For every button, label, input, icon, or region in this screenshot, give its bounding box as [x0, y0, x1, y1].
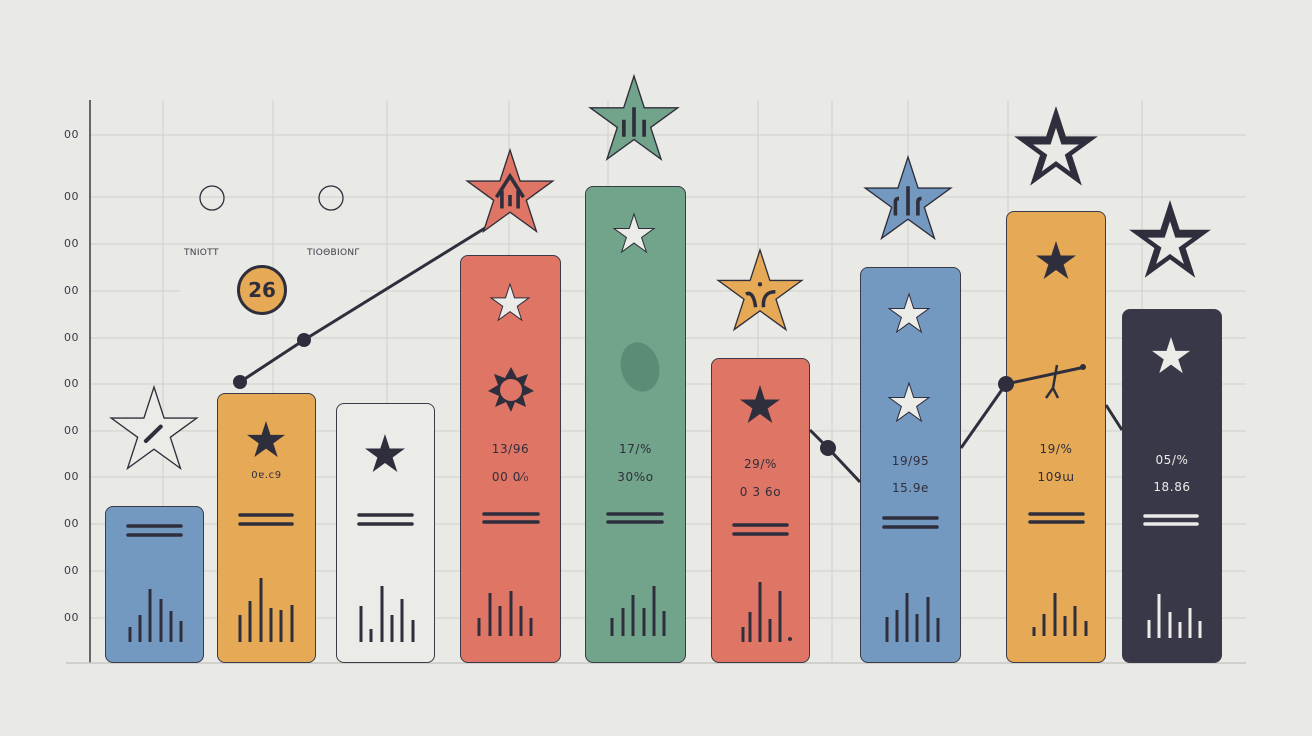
- y-tick-label: 00: [64, 128, 79, 141]
- legend-label[interactable]: ΤΙΟΘΒΙΟΝΓ: [307, 248, 360, 258]
- y-tick-label: 00: [64, 517, 79, 530]
- bar-8[interactable]: 19/% 109ɯ: [1006, 211, 1106, 663]
- bar-7[interactable]: 19/95 15.9e: [860, 267, 961, 663]
- bar-label-secondary: 0ɐ.c9: [251, 470, 282, 481]
- bar-5[interactable]: 17/% 30%o: [585, 186, 686, 663]
- bar-3[interactable]: [336, 403, 435, 663]
- y-tick-label: 00: [64, 564, 79, 577]
- bar-label-primary: 05/%: [1155, 453, 1189, 467]
- bar-label-primary: 19/%: [1039, 442, 1073, 456]
- y-tick-label: 00: [64, 190, 79, 203]
- value-badge: 26: [237, 265, 287, 315]
- bar-label-secondary: 109ɯ: [1037, 470, 1075, 484]
- bar-6[interactable]: 29/% 0 3 6o: [711, 358, 810, 663]
- bar-1[interactable]: [105, 506, 204, 663]
- bar-label-primary: 13/96: [491, 442, 530, 456]
- y-tick-label: 00: [64, 470, 79, 483]
- bar-label-secondary: 15.9e: [891, 481, 930, 495]
- bar-2[interactable]: 0ɐ.c9: [217, 393, 316, 663]
- bar-9[interactable]: 05/% 18.86: [1122, 309, 1222, 663]
- y-tick-label: 00: [64, 424, 79, 437]
- bar-label-primary: 17/%: [618, 442, 653, 456]
- y-tick-label: 00: [64, 377, 79, 390]
- bar-label-secondary: 00 0⁄₀: [491, 470, 530, 484]
- bar-4[interactable]: 13/96 00 0⁄₀: [460, 255, 561, 663]
- y-tick-label: 00: [64, 611, 79, 624]
- legend-label[interactable]: TΝΙΟΤΤ: [184, 248, 219, 258]
- bar-label-secondary: 30%o: [617, 470, 654, 484]
- y-tick-label: 00: [64, 237, 79, 250]
- bar-label-primary: 19/95: [891, 454, 930, 468]
- bar-label-secondary: 18.86: [1153, 480, 1191, 494]
- bar-label-secondary: 0 3 6o: [739, 485, 782, 499]
- y-tick-label: 00: [64, 331, 79, 344]
- y-tick-label: 00: [64, 284, 79, 297]
- bar-label-primary: 29/%: [743, 457, 778, 471]
